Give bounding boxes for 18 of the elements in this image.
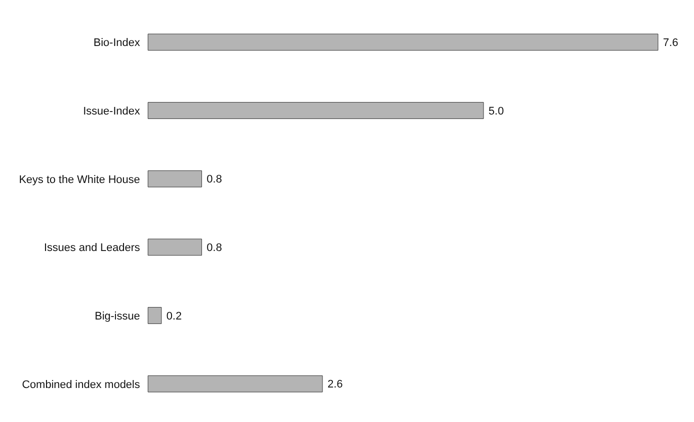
y-tick-label: Bio-Index xyxy=(94,37,140,50)
y-tick-label: Combined index models xyxy=(22,378,140,391)
y-tick-label: Keys to the White House xyxy=(18,174,140,186)
data-label: 5.0 xyxy=(488,105,504,118)
bar xyxy=(148,102,484,119)
y-tick-label: Issue-Index xyxy=(83,106,140,118)
data-label: 7.6 xyxy=(663,37,678,50)
data-label: 0.2 xyxy=(166,310,182,322)
bar xyxy=(148,170,202,188)
bar xyxy=(148,307,162,324)
bar xyxy=(148,375,323,392)
data-label: 2.6 xyxy=(327,378,343,391)
bar xyxy=(148,238,202,256)
bar xyxy=(148,34,658,51)
y-tick-label: Big-issue xyxy=(94,310,140,322)
data-label: 0.8 xyxy=(206,242,222,254)
y-tick-label: Issues and Leaders xyxy=(44,242,140,254)
data-label: 0.8 xyxy=(206,174,222,186)
